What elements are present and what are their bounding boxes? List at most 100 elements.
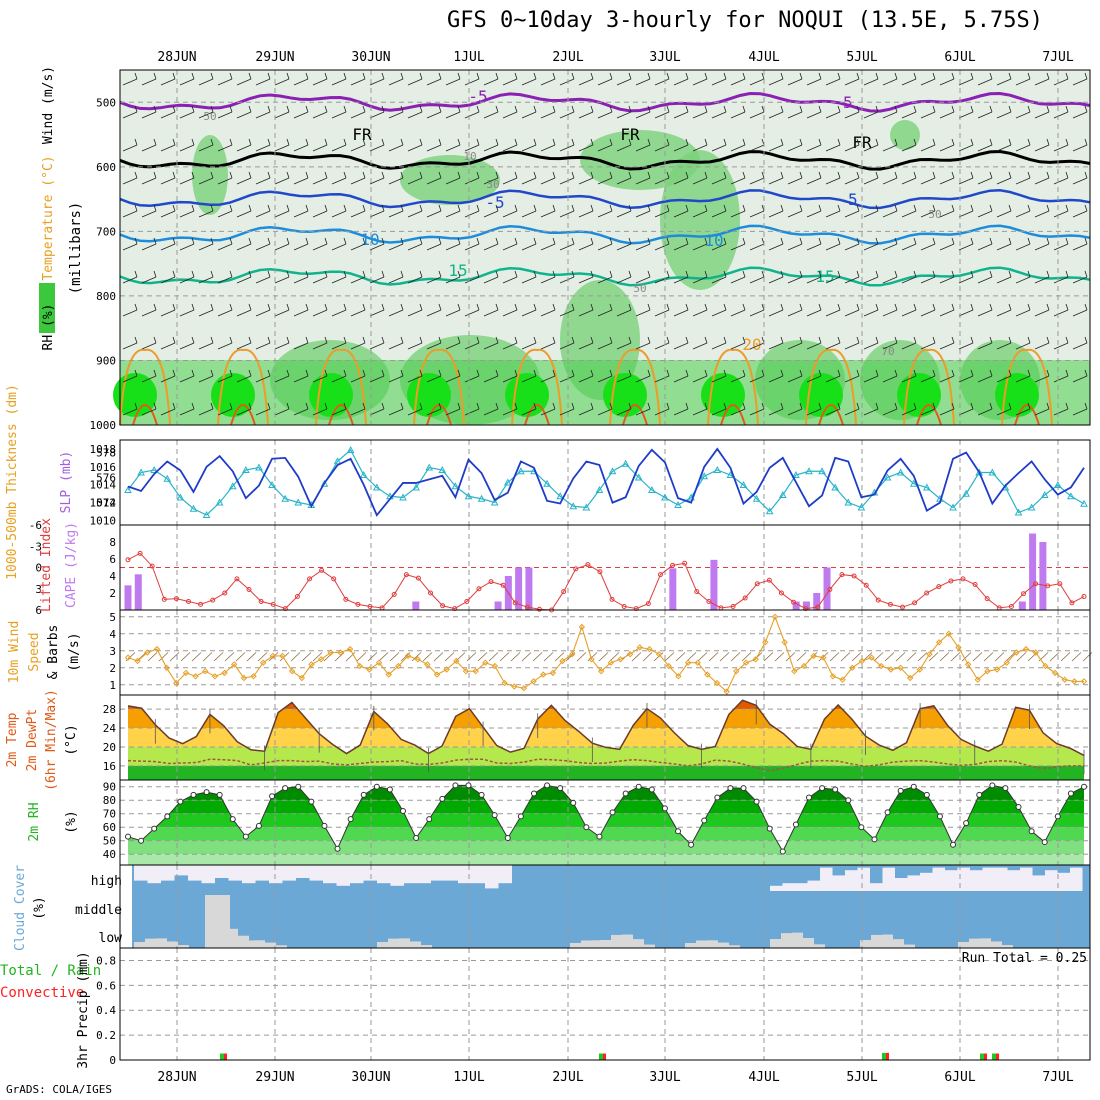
wind-barb bbox=[578, 342, 594, 350]
wind-barb bbox=[267, 369, 271, 377]
wind-barb bbox=[742, 402, 746, 410]
wind-barb bbox=[267, 105, 271, 113]
wind-barb bbox=[312, 309, 328, 317]
wind-barb bbox=[761, 270, 765, 278]
wind-barb bbox=[388, 276, 404, 284]
wind-barb bbox=[464, 243, 480, 251]
wind-barb bbox=[312, 177, 328, 185]
li-tick: -6 bbox=[29, 519, 42, 532]
cloud-low bbox=[592, 940, 603, 948]
cloud-low bbox=[611, 934, 622, 948]
wind-barb bbox=[407, 111, 423, 119]
wind-speed-point bbox=[955, 644, 962, 651]
wind-barb bbox=[768, 243, 784, 251]
wind-barb bbox=[559, 210, 575, 218]
thickness-point bbox=[569, 502, 578, 510]
wind-barb bbox=[122, 144, 138, 152]
wind-barb bbox=[666, 204, 670, 212]
wind-barb bbox=[217, 144, 233, 152]
rh-point bbox=[400, 808, 407, 815]
wind-barb bbox=[920, 243, 936, 251]
wind-barb bbox=[654, 177, 670, 185]
wind-barb bbox=[324, 72, 328, 80]
thickness-point bbox=[438, 465, 447, 473]
wind-barb bbox=[673, 78, 689, 86]
wind-barb bbox=[647, 369, 651, 377]
thickness-point bbox=[176, 493, 185, 501]
wind-barb bbox=[598, 652, 609, 662]
wind-barb bbox=[362, 72, 366, 80]
wind-barb bbox=[343, 204, 347, 212]
wind-barb bbox=[609, 204, 613, 212]
wind-barb bbox=[970, 138, 974, 146]
wind-barb bbox=[343, 72, 347, 80]
rh-point bbox=[465, 782, 472, 789]
wind-speed-point bbox=[472, 667, 479, 675]
wind-barb bbox=[711, 309, 727, 317]
temp-tick: 16 bbox=[103, 760, 116, 773]
wind-barb bbox=[882, 210, 898, 218]
wind-speed-point bbox=[781, 639, 788, 646]
wind-barb bbox=[445, 111, 461, 119]
isotherm-plus25 bbox=[328, 404, 354, 426]
wind-barb bbox=[381, 171, 385, 179]
wind-barb bbox=[331, 111, 347, 119]
wind-barb bbox=[616, 144, 632, 152]
wind-barb bbox=[989, 402, 993, 410]
wind-barb bbox=[229, 270, 233, 278]
rh-point bbox=[963, 820, 970, 827]
wind-barb bbox=[179, 342, 195, 350]
wind-barb bbox=[704, 138, 708, 146]
wind-barb bbox=[742, 138, 746, 146]
wind-speed-point bbox=[800, 662, 808, 670]
wind-speed-point bbox=[771, 613, 779, 621]
wind-barb bbox=[191, 369, 195, 377]
isotherm-plus25 bbox=[132, 404, 158, 426]
wind-barb bbox=[749, 78, 765, 86]
wind-barb bbox=[1084, 369, 1088, 377]
wind-barb bbox=[134, 369, 138, 377]
wind-barb bbox=[932, 270, 936, 278]
thickness-tick: 578 bbox=[96, 447, 116, 460]
precip-total-bar bbox=[220, 1053, 224, 1060]
wind-barb bbox=[476, 204, 480, 212]
wind-barb bbox=[483, 111, 499, 119]
cloud-high bbox=[309, 865, 323, 881]
wind-barb bbox=[708, 652, 719, 662]
wind-barb bbox=[970, 336, 974, 344]
wind-barb bbox=[951, 336, 955, 344]
li-point bbox=[948, 578, 954, 584]
wind-barb bbox=[749, 276, 765, 284]
wind-barb bbox=[286, 105, 290, 113]
wind-barb bbox=[571, 72, 575, 80]
wind-barb bbox=[411, 652, 422, 662]
wind-barb bbox=[464, 144, 480, 152]
wind-barb bbox=[818, 138, 822, 146]
cloud-low bbox=[696, 940, 707, 948]
wind-barb bbox=[913, 72, 917, 80]
wind-barb bbox=[837, 270, 841, 278]
wind-barb bbox=[293, 210, 309, 218]
wind-speed-point bbox=[202, 667, 209, 675]
wind-barb bbox=[730, 652, 741, 662]
thickness-point bbox=[517, 467, 525, 475]
wind-barb bbox=[552, 171, 556, 179]
rh-band bbox=[128, 785, 1084, 787]
wind-barb bbox=[1008, 171, 1012, 179]
wind-barb bbox=[685, 138, 689, 146]
wind-barb bbox=[749, 309, 765, 317]
wind-barb bbox=[856, 72, 860, 80]
ylabel-wind10m: Speed bbox=[27, 632, 42, 671]
li-point bbox=[343, 596, 349, 602]
wind-barb bbox=[381, 105, 385, 113]
wind-barb bbox=[419, 171, 423, 179]
wind-barb bbox=[533, 402, 537, 410]
wind-barb bbox=[343, 303, 347, 311]
li-point bbox=[621, 603, 627, 609]
rh-point bbox=[360, 791, 367, 798]
rh-point bbox=[910, 783, 917, 790]
rh-band bbox=[128, 827, 1084, 841]
isotherm-freezing bbox=[119, 149, 1091, 171]
wind-barb bbox=[483, 276, 499, 284]
wind-barb bbox=[248, 303, 252, 311]
